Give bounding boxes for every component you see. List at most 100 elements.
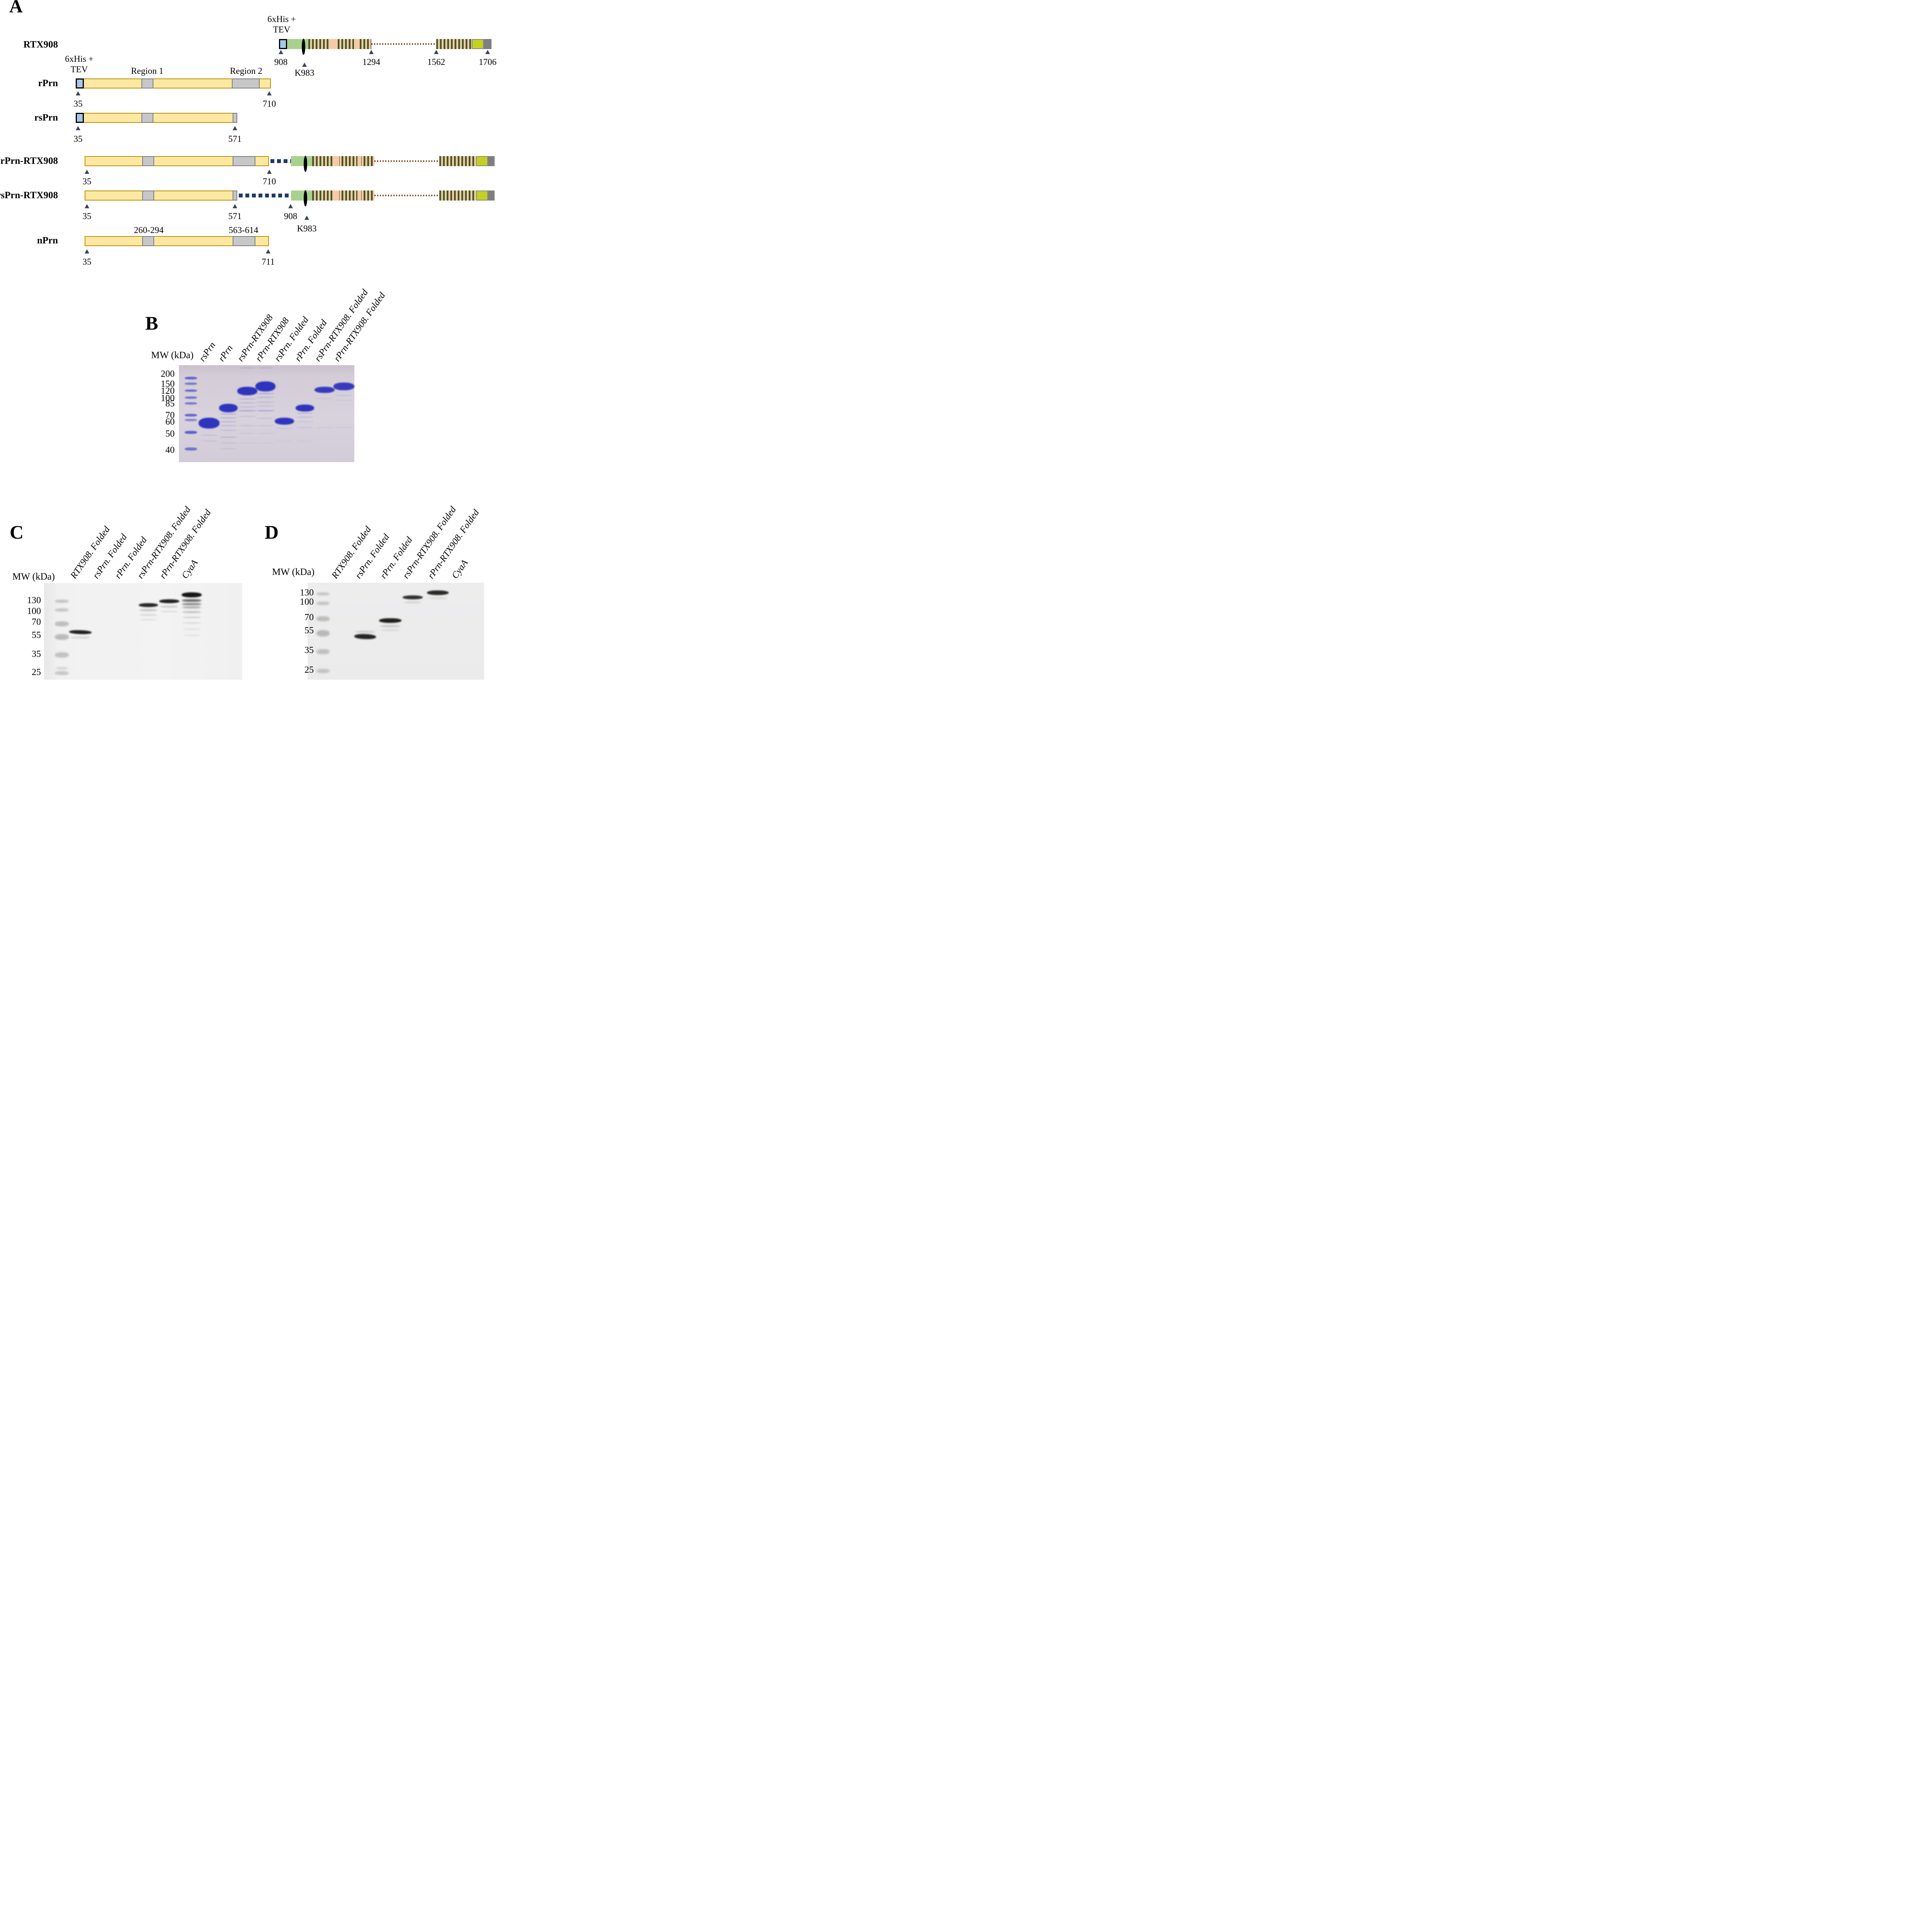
smear-band bbox=[257, 405, 274, 406]
residue-arrow-icon bbox=[266, 249, 270, 253]
mw-tick: 130 bbox=[300, 588, 314, 598]
residue-number: K983 bbox=[297, 224, 317, 233]
smear-band bbox=[429, 597, 447, 599]
mw-tick: 55 bbox=[304, 626, 314, 636]
smear-band bbox=[238, 442, 256, 444]
segment-stripes bbox=[436, 39, 472, 49]
construct-label-rprn: rPrn bbox=[38, 78, 58, 88]
smear-band bbox=[220, 421, 237, 422]
smear-band bbox=[238, 398, 256, 400]
smear-band bbox=[238, 410, 256, 412]
residue-number: 710 bbox=[262, 177, 276, 186]
ladder-band bbox=[55, 652, 69, 658]
smear-band bbox=[355, 631, 375, 633]
segment-grayend bbox=[484, 39, 492, 49]
segment-green bbox=[291, 156, 312, 166]
smear-band bbox=[238, 415, 256, 417]
segment-gray bbox=[142, 156, 154, 166]
residue-arrow-icon bbox=[76, 91, 80, 95]
segment-gray bbox=[141, 78, 153, 88]
segment-gray bbox=[232, 78, 260, 88]
protein-band bbox=[159, 599, 179, 603]
smear-band bbox=[160, 606, 178, 607]
diagram-annotation: 6xHis + TEV bbox=[65, 54, 94, 75]
ladder-band bbox=[316, 668, 330, 673]
smear-band bbox=[276, 440, 293, 442]
panel-d-label: D bbox=[265, 521, 279, 543]
smear-band bbox=[182, 603, 201, 605]
mw-tick: 40 bbox=[165, 445, 175, 455]
mw-tick: 60 bbox=[165, 417, 175, 427]
mw-tick: 100 bbox=[300, 597, 314, 607]
smear-band bbox=[220, 436, 237, 438]
panel-b-mw-header: MW (kDa) bbox=[151, 350, 194, 361]
segment-stripes bbox=[439, 156, 476, 166]
smear-band bbox=[257, 401, 274, 403]
smear-band bbox=[238, 425, 256, 426]
smear-band bbox=[182, 611, 201, 613]
ladder-band bbox=[185, 431, 197, 434]
residue-arrow-icon bbox=[434, 50, 439, 54]
construct-label-rsprn-rtx908: rsPrn-RTX908 bbox=[0, 190, 58, 201]
smear-band bbox=[201, 434, 218, 436]
protein-band bbox=[315, 387, 335, 393]
ladder-band bbox=[55, 634, 69, 640]
mw-tick: 100 bbox=[27, 606, 41, 616]
segment-yellow bbox=[83, 113, 237, 123]
smear-band bbox=[380, 625, 400, 627]
smear-band bbox=[140, 619, 157, 620]
panel-c-label: C bbox=[10, 521, 24, 543]
residue-number: 35 bbox=[82, 177, 92, 186]
mw-tick: 85 bbox=[165, 399, 175, 409]
residue-arrow-icon bbox=[288, 204, 293, 208]
smear-band bbox=[239, 367, 255, 369]
smear-band bbox=[220, 413, 237, 415]
mw-tick: 35 bbox=[32, 649, 41, 659]
smear-band bbox=[183, 628, 201, 630]
segment-olive bbox=[476, 190, 488, 201]
segment-navy bbox=[270, 159, 291, 163]
residue-arrow-icon bbox=[233, 126, 237, 130]
segment-olive bbox=[472, 39, 484, 49]
residue-arrow-icon bbox=[369, 50, 374, 54]
ladder-band bbox=[56, 667, 68, 670]
panel-d-mw-header: MW (kDa) bbox=[272, 567, 315, 577]
ladder-band bbox=[185, 389, 197, 392]
protein-band bbox=[182, 592, 202, 597]
residue-number: 1706 bbox=[479, 57, 497, 67]
segment-his bbox=[279, 39, 287, 49]
segment-plain bbox=[357, 190, 361, 201]
ladder-band bbox=[316, 630, 330, 636]
protein-band bbox=[333, 383, 354, 390]
smear-band bbox=[257, 425, 274, 426]
smear-band bbox=[183, 622, 201, 624]
residue-arrow-icon bbox=[267, 91, 272, 95]
mw-tick: 25 bbox=[304, 665, 314, 675]
ladder-band bbox=[185, 447, 197, 451]
segment-dots bbox=[374, 160, 439, 162]
mw-tick: 70 bbox=[32, 617, 41, 627]
k983-site-oval bbox=[304, 190, 307, 206]
smear-band bbox=[161, 611, 178, 612]
smear-band bbox=[257, 393, 274, 394]
mw-tick: 70 bbox=[304, 612, 314, 622]
segment-plain bbox=[333, 190, 339, 201]
residue-arrow-icon bbox=[267, 170, 272, 174]
residue-number: 35 bbox=[73, 134, 83, 144]
protein-band bbox=[379, 618, 401, 623]
smear-band bbox=[296, 421, 313, 422]
diagram-annotation: 260-294 bbox=[134, 225, 164, 235]
mw-tick: 120 bbox=[161, 386, 175, 396]
smear-band bbox=[257, 417, 274, 419]
mw-tick: 50 bbox=[165, 429, 175, 439]
segment-gray bbox=[233, 113, 237, 123]
smear-band bbox=[335, 427, 353, 428]
residue-arrow-icon bbox=[233, 204, 237, 208]
smear-band bbox=[381, 629, 400, 631]
residue-arrow-icon bbox=[85, 249, 89, 253]
smear-band bbox=[296, 440, 313, 442]
diagram-annotation: 563-614 bbox=[228, 225, 259, 235]
ladder-band bbox=[316, 601, 330, 605]
residue-number: 35 bbox=[82, 257, 92, 267]
smear-band bbox=[139, 614, 157, 616]
